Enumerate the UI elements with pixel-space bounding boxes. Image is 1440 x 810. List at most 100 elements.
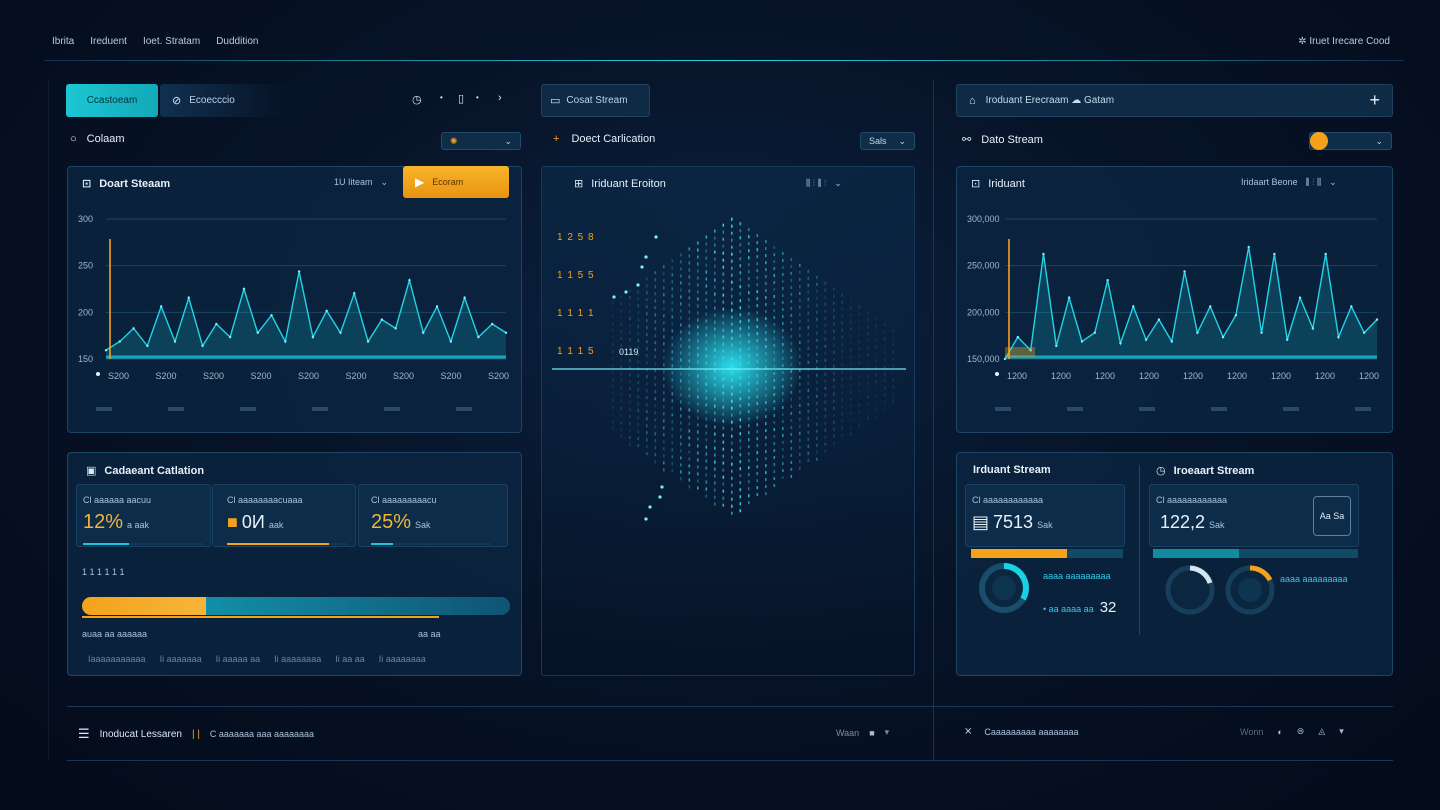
matrix-dot (748, 501, 750, 504)
matrix-dot (774, 407, 776, 410)
matrix-dot (825, 317, 827, 320)
footer-item[interactable]: Ii aa aa (335, 654, 365, 664)
nav-item-1[interactable]: Ibrita (52, 36, 74, 47)
matrix-dot (655, 411, 657, 414)
matrix-dot (774, 400, 776, 403)
nav-item-3[interactable]: Ioet. Stratam (143, 36, 200, 47)
matrix-dot (714, 258, 716, 261)
triangle-icon: ◬ (1318, 726, 1325, 737)
stream-box-button[interactable]: Aa Sa (1313, 496, 1351, 536)
matrix-dot (825, 443, 827, 446)
matrix-dot (731, 372, 733, 375)
matrix-dot (697, 319, 699, 322)
data-point (1337, 336, 1339, 338)
matrix-dot (867, 361, 869, 364)
matrix-dot (689, 408, 691, 411)
chevron-right-icon[interactable]: › (498, 92, 502, 104)
matrix-dot (731, 302, 733, 305)
matrix-dot (629, 401, 631, 404)
matrix-dot (808, 403, 810, 406)
matrix-dot (791, 300, 793, 303)
matrix-dot (799, 467, 801, 470)
matrix-dot (723, 441, 725, 444)
matrix-dot (893, 392, 895, 395)
matrix-dot (714, 279, 716, 282)
matrix-dot (765, 387, 767, 390)
footer-right-tools[interactable]: Wonn ◐ ⊜ ◬ ▾ (1240, 726, 1344, 737)
matrix-dot (706, 243, 708, 246)
center-panel-tools[interactable]: ⫼ ⫶ ⫼ ⫶ ⌄ (806, 178, 842, 189)
chart-tool-icon: ⫼ ⫶ ⫼ (1306, 177, 1322, 188)
footer-center-right[interactable]: Waan ■ ▾ (836, 727, 889, 738)
left-chart-filter[interactable]: 1U Iiteam ⌄ (334, 177, 388, 188)
matrix-dot (782, 259, 784, 262)
right-chart-filter[interactable]: Iridaart Beone ⫼ ⫶ ⫼ ⌄ (1241, 177, 1337, 188)
matrix-dot (723, 280, 725, 283)
matrix-dot (884, 330, 886, 333)
menu-icon[interactable]: ☰ (78, 726, 90, 742)
matrix-dot (782, 336, 784, 339)
matrix-dot (833, 344, 835, 347)
chart-tool-icon: ⫼ ⫶ ⫼ ⫶ (806, 178, 826, 189)
matrix-dot (680, 323, 682, 326)
secondary-button[interactable]: ⊘ Ecoecccio (160, 84, 290, 117)
matrix-dot (638, 339, 640, 342)
matrix-dot (740, 383, 742, 386)
matrix-dot (859, 362, 861, 365)
matrix-dot (791, 328, 793, 331)
matrix-dot (791, 426, 793, 429)
footer-item[interactable]: Ii aaaaaaaa (379, 654, 426, 664)
top-right-label[interactable]: ✲ Iruet Irecare Cood (1298, 36, 1390, 47)
matrix-dot (638, 444, 640, 447)
matrix-dot (723, 427, 725, 430)
matrix-dot (748, 375, 750, 378)
stream-title-left: Irduant Stream (973, 464, 1051, 476)
play-button[interactable]: ▶ Ecoram (403, 166, 509, 198)
matrix-dot (697, 249, 699, 252)
dashboard-button[interactable]: Ccastoeam (66, 84, 158, 117)
left-section-select[interactable]: ✺ ⌄ (441, 132, 521, 150)
matrix-dot (799, 460, 801, 463)
clock-icon[interactable]: ◷ (412, 93, 422, 106)
gauge-text-right: aaaa aaaaaaaaa (1280, 573, 1348, 585)
matrix-dot (629, 373, 631, 376)
data-point (1209, 305, 1211, 307)
stat-label: Cl aaaaaa aacuu (83, 495, 151, 505)
calc-range-bar[interactable] (82, 597, 510, 615)
matrix-dot (672, 308, 674, 311)
nav-item-2[interactable]: Ireduent (90, 36, 127, 47)
center-select[interactable]: Sals ⌄ (860, 132, 915, 150)
phone-icon[interactable]: ▯ (458, 92, 464, 105)
matrix-dot (757, 472, 759, 475)
matrix-dot (731, 316, 733, 319)
add-icon[interactable]: + (1369, 90, 1380, 111)
matrix-dot (757, 290, 759, 293)
stream-panel: Irduant Stream ◷ Iroeaart Stream Cl aaaa… (956, 452, 1393, 676)
footer-item[interactable]: Ii aaaaaaaa (274, 654, 321, 664)
matrix-dot (646, 417, 648, 420)
matrix-dot (808, 389, 810, 392)
matrix-dot (867, 403, 869, 406)
matrix-dot (791, 391, 793, 394)
footer-item[interactable]: Ii aaaaaaa (160, 654, 202, 664)
matrix-dot (825, 450, 827, 453)
footer-item[interactable]: Iaaaaaaaaaaa (88, 654, 146, 664)
signal-dot-matrix (542, 197, 916, 675)
center-stream-button[interactable]: ▭ Cosat Stream (541, 84, 650, 117)
matrix-dot (680, 456, 682, 459)
matrix-dot (731, 267, 733, 270)
matrix-dot (646, 403, 648, 406)
matrix-dot (672, 266, 674, 269)
matrix-dot (867, 375, 869, 378)
cross-icon[interactable]: ⨯ (964, 726, 972, 737)
matrix-dot (782, 287, 784, 290)
matrix-dot (646, 340, 648, 343)
right-section-select[interactable]: ⌄ (1309, 132, 1392, 150)
matrix-dot (748, 431, 750, 434)
matrix-dot (748, 326, 750, 329)
matrix-dot (765, 401, 767, 404)
matrix-dot (782, 420, 784, 423)
nav-item-4[interactable]: Duddition (216, 36, 258, 47)
x-tick-label: 1200 (1315, 371, 1335, 381)
footer-item[interactable]: Ii aaaaa aa (216, 654, 261, 664)
